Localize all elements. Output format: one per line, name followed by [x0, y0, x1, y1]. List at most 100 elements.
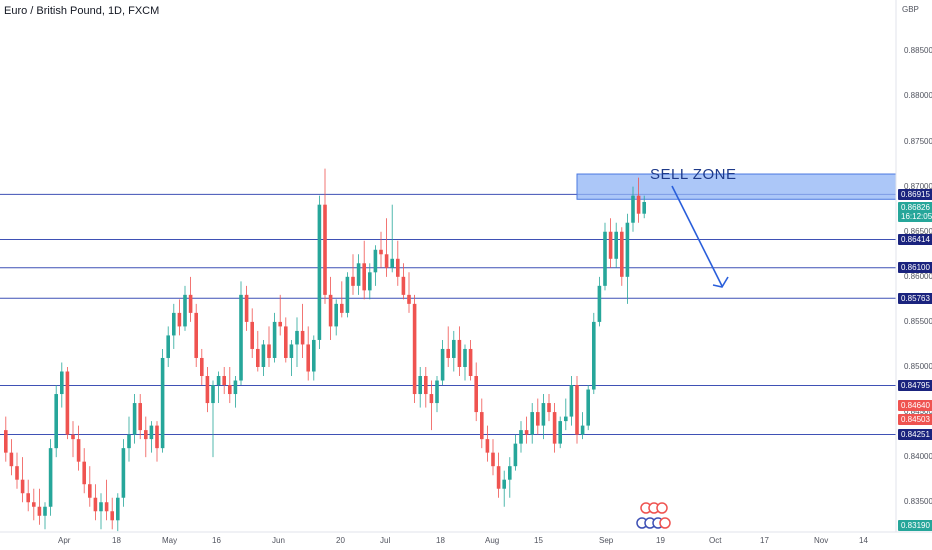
- candle: [200, 348, 204, 386]
- candle: [580, 412, 585, 440]
- candle: [463, 344, 467, 381]
- candle: [116, 493, 120, 532]
- candlesticks: [4, 168, 646, 532]
- candle: [440, 339, 445, 386]
- price-tag: 0.84503: [898, 413, 932, 425]
- candle: [37, 488, 42, 525]
- candle: [614, 222, 618, 268]
- time-tick-label: 19: [656, 536, 665, 545]
- candle: [20, 457, 25, 503]
- candle: [575, 376, 579, 444]
- candle: [127, 416, 131, 462]
- candle: [272, 312, 277, 363]
- currency-label: GBP: [902, 5, 919, 14]
- candle: [356, 254, 361, 295]
- candle: [642, 195, 646, 219]
- candle: [261, 339, 266, 377]
- level-price-tag: 0.85763: [898, 292, 932, 304]
- candle: [564, 398, 568, 431]
- candle: [457, 326, 462, 377]
- price-tick-label: 0.84000: [904, 452, 932, 462]
- sell-zone-box[interactable]: [576, 173, 897, 200]
- candle: [284, 317, 288, 363]
- candle: [485, 425, 490, 462]
- candle: [306, 326, 310, 381]
- candle: [312, 335, 316, 381]
- candle: [541, 394, 546, 440]
- candle: [300, 303, 305, 358]
- candle: [351, 254, 355, 295]
- candle: [15, 452, 19, 489]
- candle: [552, 403, 557, 453]
- candle: [110, 497, 114, 530]
- candle: [76, 425, 81, 471]
- price-tag: 0.84640: [898, 400, 932, 412]
- candle: [244, 285, 249, 331]
- candle: [424, 366, 428, 408]
- candle: [32, 488, 36, 521]
- time-tick-label: 17: [760, 536, 769, 545]
- candle: [205, 366, 210, 413]
- candle: [592, 312, 596, 395]
- event-flag-icon[interactable]: [659, 517, 671, 529]
- candle: [328, 276, 333, 340]
- candle: [26, 479, 30, 512]
- bearish-arrow[interactable]: [671, 185, 729, 288]
- candle: [250, 308, 254, 358]
- candle: [104, 479, 109, 521]
- candle: [166, 326, 170, 367]
- candle: [597, 276, 602, 327]
- candle: [278, 294, 282, 336]
- price-tick-label: 0.86000: [904, 271, 932, 281]
- candle: [295, 317, 299, 367]
- candle: [65, 366, 70, 440]
- candle: [177, 299, 182, 336]
- time-tick-label: May: [162, 536, 178, 545]
- candle: [82, 448, 86, 494]
- candle: [519, 421, 523, 453]
- candle: [524, 416, 529, 444]
- candle: [536, 398, 540, 435]
- candle: [446, 326, 450, 367]
- candle: [155, 421, 159, 462]
- candle: [9, 439, 14, 476]
- candle: [384, 218, 389, 277]
- candle: [48, 439, 53, 516]
- candle: [390, 204, 394, 273]
- event-flag-icon[interactable]: [656, 502, 668, 514]
- candle: [603, 222, 607, 291]
- candle: [334, 299, 338, 336]
- candle: [172, 303, 176, 349]
- candle: [608, 218, 613, 268]
- time-tick-label: Apr: [58, 536, 71, 545]
- event-icons[interactable]: [636, 502, 671, 529]
- price-tick-label: 0.85500: [904, 316, 932, 326]
- candle: [144, 416, 148, 458]
- candle: [216, 371, 221, 404]
- candle: [4, 416, 8, 462]
- candle: [345, 272, 350, 318]
- level-price-tag: 0.86915: [898, 188, 932, 200]
- candle: [138, 394, 142, 440]
- candle: [586, 385, 590, 431]
- low-price-tag: 0.83190: [898, 520, 932, 532]
- candle: [373, 245, 378, 286]
- candle: [121, 439, 126, 507]
- candle: [239, 281, 243, 386]
- candle: [211, 380, 215, 458]
- candle: [362, 240, 366, 300]
- sell-zone-label: SELL ZONE: [650, 166, 737, 183]
- candle: [435, 376, 439, 413]
- candle: [620, 227, 624, 286]
- candle: [468, 339, 473, 381]
- candle: [160, 348, 165, 453]
- candle: [513, 434, 518, 471]
- price-tick-label: 0.87500: [904, 136, 932, 146]
- candle: [88, 466, 92, 507]
- candle: [636, 177, 641, 223]
- time-tick-label: Sep: [599, 536, 614, 545]
- candle: [407, 272, 411, 313]
- candle: [396, 240, 400, 286]
- time-tick-label: 18: [436, 536, 445, 545]
